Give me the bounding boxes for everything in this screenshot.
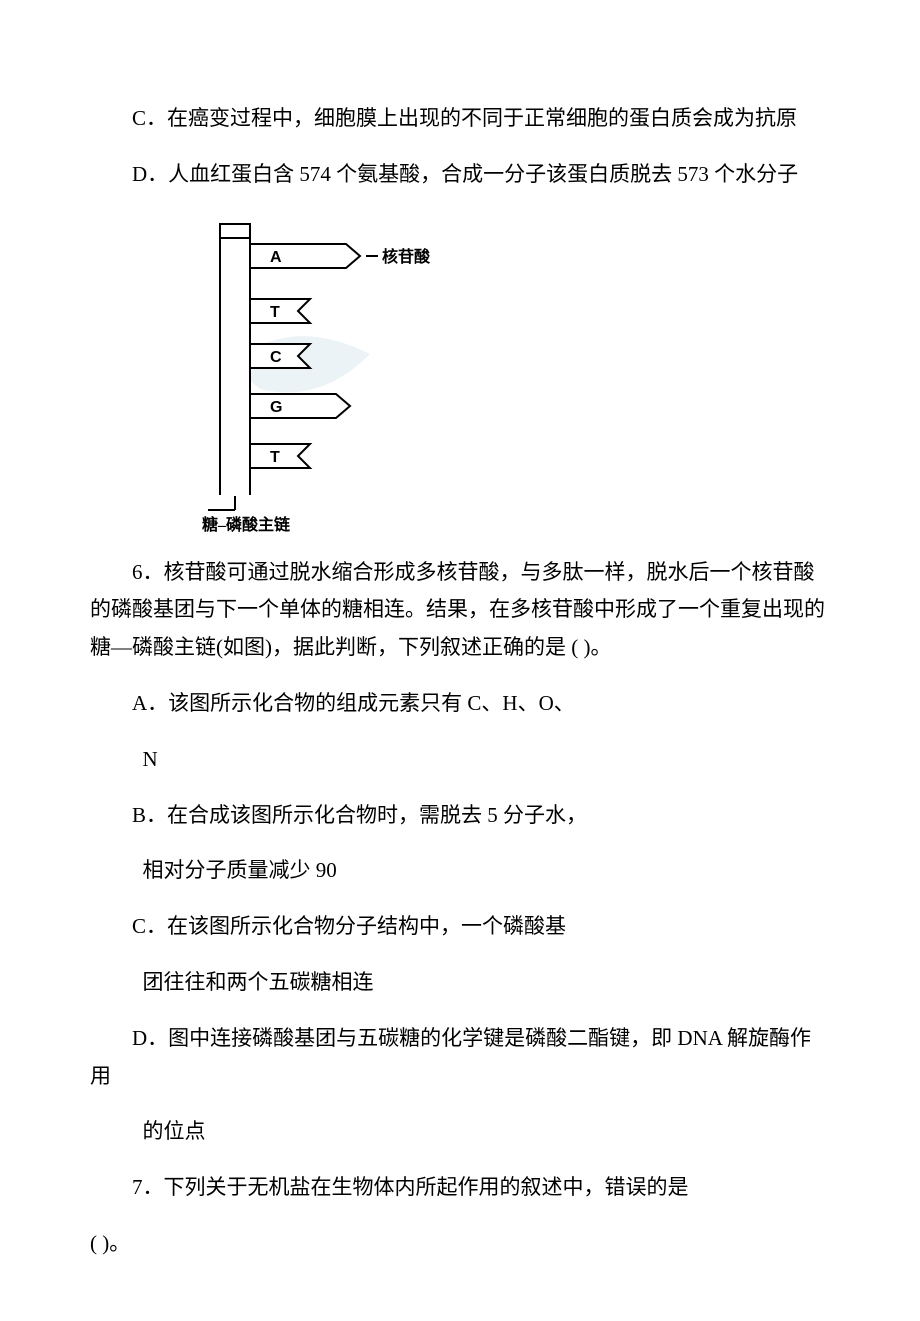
question-7-stem: 7．下列关于无机盐在生物体内所起作用的叙述中，错误的是 <box>90 1169 830 1207</box>
svg-text:A: A <box>270 249 282 266</box>
question-6-stem: 6．核苷酸可通过脱水缩合形成多核苷酸，与多肽一样，脱水后一个核苷酸的磷酸基团与下… <box>90 554 830 667</box>
question-6-option-d: D．图中连接磷酸基团与五碳糖的化学键是磷酸二酯键，即 DNA 解旋酶作用 <box>90 1020 830 1096</box>
svg-text:C: C <box>270 349 282 366</box>
svg-text:G: G <box>270 399 282 416</box>
question-6-option-d-cont: 的位点 <box>90 1113 830 1151</box>
question-6-option-a: A．该图所示化合物的组成元素只有 C、H、O、 <box>90 685 830 723</box>
question-6-option-c-cont: 团往往和两个五碳糖相连 <box>90 964 830 1002</box>
svg-text:糖–磷酸主链: 糖–磷酸主链 <box>202 515 291 534</box>
question-6-option-b: B．在合成该图所示化合物时，需脱去 5 分子水， <box>90 797 830 835</box>
question-6-option-b-cont: 相对分子质量减少 90 <box>90 852 830 890</box>
option-c-text: C．在癌变过程中，细胞膜上出现的不同于正常细胞的蛋白质会成为抗原 <box>90 100 830 138</box>
svg-text:核苷酸: 核苷酸 <box>382 247 431 266</box>
svg-text:T: T <box>270 304 280 321</box>
option-d-text: D．人血红蛋白含 574 个氨基酸，合成一分子该蛋白质脱去 573 个水分子 <box>90 156 830 194</box>
question-6-option-c: C．在该图所示化合物分子结构中，一个磷酸基 <box>90 908 830 946</box>
question-7-blank: ( )。 <box>90 1225 830 1263</box>
svg-text:T: T <box>270 449 280 466</box>
question-6-option-a-cont: N <box>90 741 830 779</box>
nucleotide-diagram: A T C G T 核苷酸糖–磷酸主链 <box>200 214 460 534</box>
